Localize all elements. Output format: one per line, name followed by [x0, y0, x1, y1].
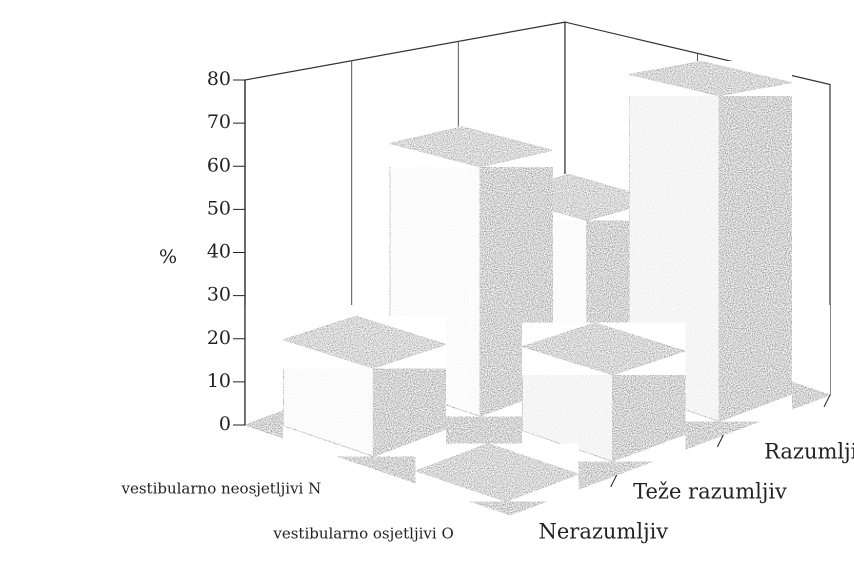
x-tick	[716, 434, 724, 448]
category-label: Razumljiv	[764, 440, 854, 464]
category-label: Nerazumljiv	[538, 520, 668, 544]
bar-top	[520, 322, 687, 376]
y-tick-label: 30	[207, 284, 231, 306]
bar-top	[628, 60, 792, 97]
series-label: vestibularno neosjetljivi N	[121, 480, 322, 498]
bar-top	[414, 443, 580, 502]
y-axis-label: %	[159, 246, 177, 268]
bar-front-face	[718, 81, 793, 423]
y-tick-label: 40	[207, 241, 231, 263]
bar-top	[281, 315, 448, 369]
x-tick	[823, 394, 831, 408]
y-tick-label: 50	[207, 197, 231, 219]
y-tick-label: 80	[207, 68, 231, 90]
y-tick-label: 10	[207, 370, 231, 392]
series-label: vestibularno osjetljivi O	[272, 525, 453, 543]
category-label: Teže razumljiv	[633, 480, 787, 504]
x-tick	[610, 474, 618, 488]
y-tick-label: 20	[207, 327, 231, 349]
y-tick-label: 60	[207, 154, 231, 176]
y-tick-label: 0	[219, 413, 231, 435]
bar-top	[389, 126, 553, 168]
y-tick-label: 70	[207, 111, 231, 133]
